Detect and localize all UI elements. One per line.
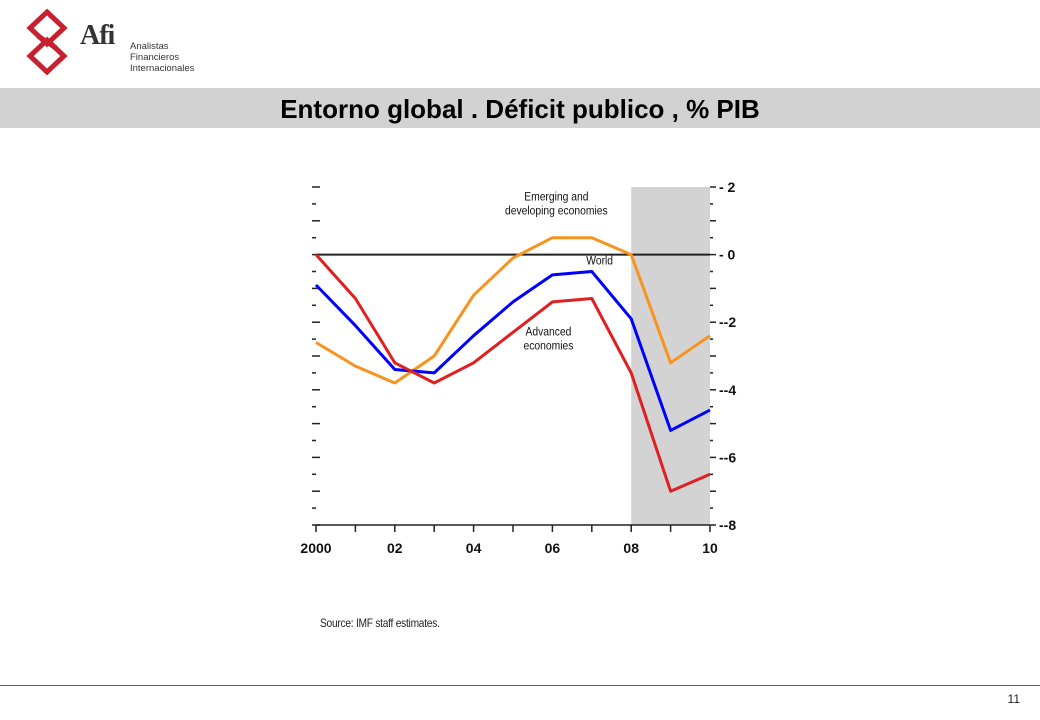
x-tick-label: 10 (702, 540, 718, 556)
y-tick-label: --4 (719, 382, 736, 398)
series-label: Emerging and (524, 191, 588, 204)
title-band (0, 88, 1040, 128)
logo-wordmark: Afi (80, 20, 115, 51)
source-note: Source: IMF staff estimates. (320, 616, 440, 630)
series-line-advanced-economies (314, 253, 711, 493)
series-label: economies (524, 340, 574, 353)
x-tick-label: 04 (466, 540, 482, 556)
slide-title: Entorno global . Déficit publico , % PIB (280, 94, 760, 124)
x-tick-label: 02 (387, 540, 403, 556)
afi-logo-mark (26, 8, 68, 76)
series-line-world (314, 270, 711, 432)
y-tick-label: - 2 (719, 179, 736, 195)
logo-subtitle-line: Financieros (130, 52, 180, 63)
x-tick-label: 08 (623, 540, 639, 556)
afi-logo: Afi Analistas Financieros Internacionale… (22, 8, 212, 80)
y-tick-label: --8 (719, 517, 736, 533)
y-tick-label: --2 (719, 314, 736, 330)
x-tick-label: 06 (545, 540, 561, 556)
series-line-emerging-and-developing-economies (315, 236, 711, 385)
footer-divider (0, 685, 1040, 686)
deficit-line-chart: - 2 - 0 --2 --4 --6 --8 2000 02 04 06 08 10 Emerging… (300, 179, 736, 556)
series-label: Advanced (526, 326, 572, 339)
logo-subtitle: Analistas Financieros Internacionales (130, 41, 194, 74)
y-tick-label: --6 (719, 449, 736, 465)
series-label: developing economies (505, 205, 608, 218)
series-label: World (586, 255, 613, 268)
y-tick-label: - 0 (719, 247, 736, 263)
x-tick-label: 2000 (300, 540, 331, 556)
logo-subtitle-line: Internacionales (130, 63, 195, 74)
logo-subtitle-line: Analistas (130, 41, 169, 52)
page-number: 11 (1007, 692, 1020, 706)
